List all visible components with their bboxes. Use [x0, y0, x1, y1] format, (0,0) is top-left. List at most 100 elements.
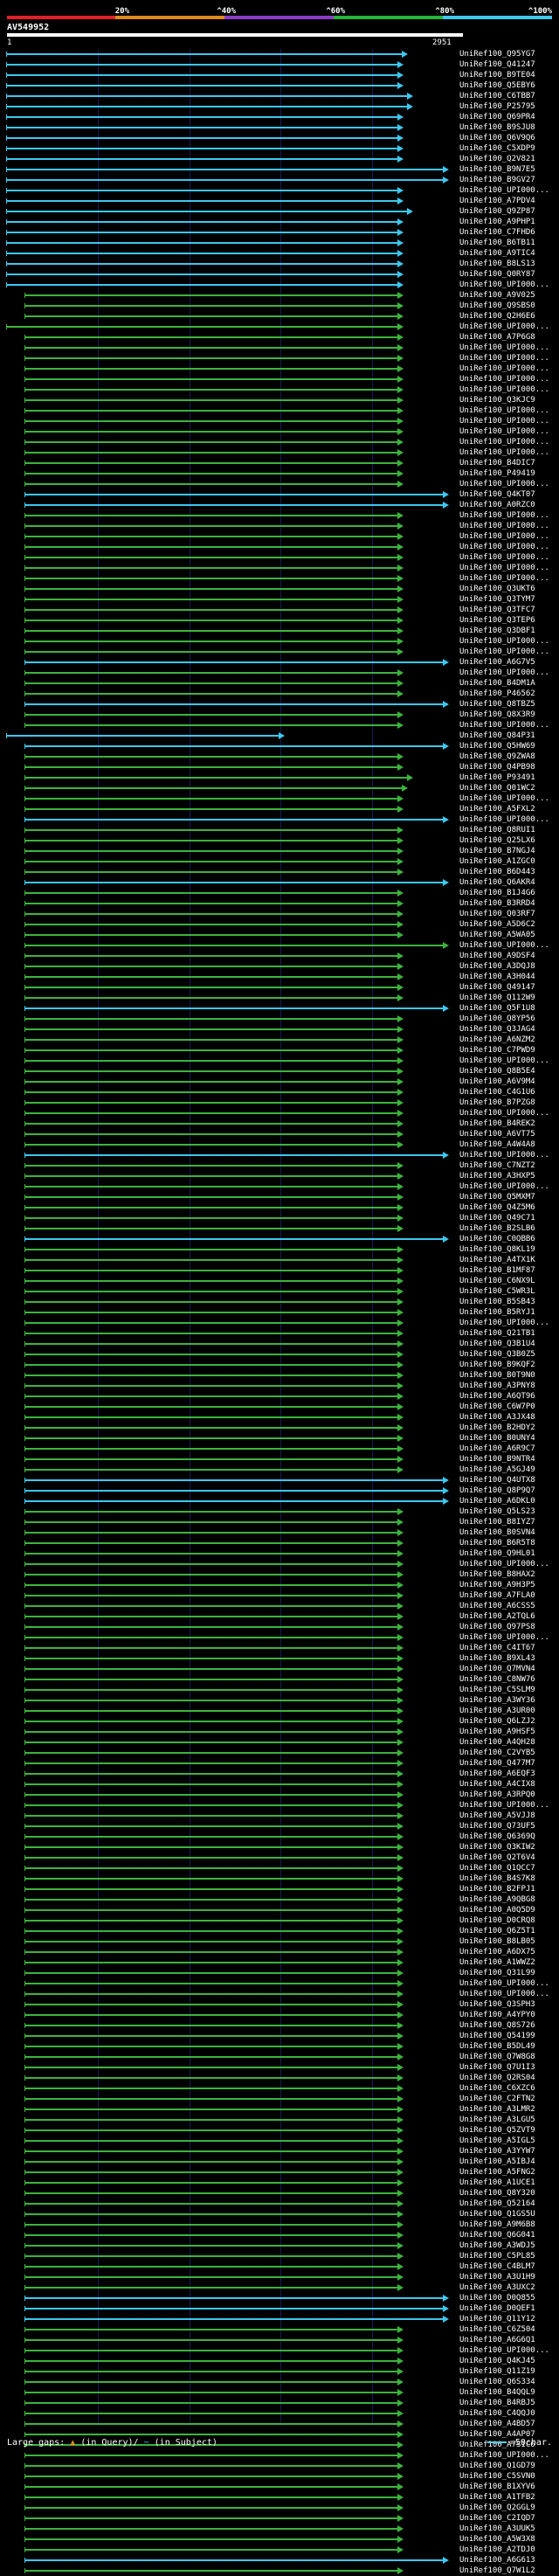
hit-label[interactable]: UniRef100_B1XYV6 — [459, 2483, 535, 2491]
hit-label[interactable]: UniRef100_UPI000... — [459, 186, 549, 195]
hit-row[interactable] — [24, 1475, 450, 1485]
hit-label[interactable]: UniRef100_A3RPQ0 — [459, 1790, 535, 1799]
hit-row[interactable] — [24, 2293, 450, 2303]
hit-label[interactable]: UniRef100_Q3DBF1 — [459, 627, 535, 635]
hit-row[interactable] — [24, 2524, 404, 2534]
hit-row[interactable] — [24, 1213, 404, 1223]
hit-label[interactable]: UniRef100_Q8KL19 — [459, 1245, 535, 1254]
hit-row[interactable] — [24, 1790, 404, 1800]
hit-row[interactable] — [24, 1559, 404, 1569]
hit-row[interactable] — [24, 1999, 404, 2010]
hit-row[interactable] — [24, 888, 404, 898]
hit-label[interactable]: UniRef100_UPI000... — [459, 427, 549, 436]
hit-label[interactable]: UniRef100_Q7W1L2 — [459, 2566, 535, 2575]
hit-label[interactable]: UniRef100_C8NW76 — [459, 1675, 535, 1684]
hit-row[interactable] — [24, 1496, 450, 1506]
hit-row[interactable] — [24, 689, 404, 699]
hit-row[interactable] — [24, 2450, 404, 2461]
hit-label[interactable]: UniRef100_A5IGL5 — [459, 2136, 535, 2145]
hit-row[interactable] — [24, 1265, 404, 1276]
hit-row[interactable] — [24, 1811, 404, 1821]
hit-label[interactable]: UniRef100_C2VYB5 — [459, 1748, 535, 1757]
hit-label[interactable]: UniRef100_C6Z504 — [459, 2325, 535, 2334]
hit-label[interactable]: UniRef100_B3RRD4 — [459, 899, 535, 908]
hit-label[interactable]: UniRef100_Q5LS23 — [459, 1507, 535, 1516]
hit-label[interactable]: UniRef100_UPI000... — [459, 522, 549, 530]
hit-row[interactable] — [24, 1601, 404, 1611]
hit-label[interactable]: UniRef100_UPI000... — [459, 354, 549, 363]
hit-row[interactable] — [6, 206, 413, 217]
hit-label[interactable]: UniRef100_C4IT67 — [459, 1644, 535, 1652]
hit-row[interactable] — [24, 1160, 404, 1171]
hit-row[interactable] — [24, 437, 404, 447]
hit-row[interactable] — [24, 1748, 404, 1758]
hit-label[interactable]: UniRef100_A6DX75 — [459, 1948, 535, 1956]
hit-label[interactable]: UniRef100_Q73UF5 — [459, 1822, 535, 1831]
hit-row[interactable] — [24, 2062, 404, 2073]
hit-row[interactable] — [24, 972, 404, 982]
hit-row[interactable] — [24, 468, 404, 479]
hit-label[interactable]: UniRef100_B6TB11 — [459, 239, 535, 247]
hit-row[interactable] — [24, 2471, 404, 2482]
hit-row[interactable] — [6, 227, 404, 238]
hit-label[interactable]: UniRef100_C5XDP9 — [459, 144, 535, 153]
hit-row[interactable] — [24, 1444, 404, 1454]
hit-label[interactable]: UniRef100_Q4Z5M6 — [459, 1203, 535, 1212]
hit-row[interactable] — [6, 238, 404, 248]
hit-row[interactable] — [24, 521, 404, 531]
hit-label[interactable]: UniRef100_Q49147 — [459, 983, 535, 992]
hit-row[interactable] — [24, 510, 404, 521]
hit-row[interactable] — [24, 374, 404, 384]
hit-row[interactable] — [24, 1307, 404, 1318]
hit-row[interactable] — [24, 1643, 404, 1653]
hit-row[interactable] — [24, 2366, 404, 2377]
hit-label[interactable]: UniRef100_B7NGJ4 — [459, 847, 535, 855]
hit-label[interactable]: UniRef100_A6G7V5 — [459, 658, 535, 667]
hit-label[interactable]: UniRef100_B9XL43 — [459, 1654, 535, 1663]
hit-row[interactable] — [24, 2261, 404, 2272]
hit-label[interactable]: UniRef100_B4DIC7 — [459, 459, 535, 467]
hit-row[interactable] — [24, 793, 404, 804]
hit-row[interactable] — [24, 1915, 404, 1926]
hit-row[interactable] — [24, 772, 413, 783]
hit-row[interactable] — [6, 217, 404, 227]
hit-label[interactable]: UniRef100_A3H044 — [459, 973, 535, 981]
hit-label[interactable]: UniRef100_Q6V9Q6 — [459, 134, 535, 142]
hit-row[interactable] — [24, 2083, 404, 2094]
hit-row[interactable] — [24, 1412, 404, 1423]
hit-row[interactable] — [24, 301, 404, 311]
hit-row[interactable] — [24, 343, 404, 353]
hit-label[interactable]: UniRef100_A5WA05 — [459, 931, 535, 939]
hit-row[interactable] — [24, 1852, 404, 1863]
hit-row[interactable] — [24, 856, 404, 867]
hit-label[interactable]: UniRef100_Q5MXM7 — [459, 1193, 535, 1201]
hit-label[interactable]: UniRef100_Q21TB1 — [459, 1329, 535, 1338]
hit-row[interactable] — [24, 489, 450, 500]
hit-label[interactable]: UniRef100_C7FHD6 — [459, 228, 535, 237]
hit-row[interactable] — [24, 2094, 404, 2104]
hit-label[interactable]: UniRef100_A5VJJ8 — [459, 1811, 535, 1820]
hit-row[interactable] — [24, 2251, 404, 2261]
hit-label[interactable]: UniRef100_C7NZT2 — [459, 1161, 535, 1170]
hit-row[interactable] — [24, 1758, 404, 1769]
hit-label[interactable]: UniRef100_Q8RUI1 — [459, 826, 535, 834]
hit-row[interactable] — [24, 1926, 404, 1936]
hit-label[interactable]: UniRef100_UPI000... — [459, 2346, 549, 2355]
hit-label[interactable]: UniRef100_Q6G041 — [459, 2231, 535, 2240]
hit-label[interactable]: UniRef100_A4TX1K — [459, 1256, 535, 1264]
hit-label[interactable]: UniRef100_C6XZC6 — [459, 2084, 535, 2093]
hit-label[interactable]: UniRef100_Q9ZWA8 — [459, 752, 535, 761]
hit-row[interactable] — [24, 1339, 404, 1349]
hit-label[interactable]: UniRef100_A5D6C2 — [459, 920, 535, 929]
hit-label[interactable]: UniRef100_Q52164 — [459, 2199, 535, 2208]
hit-label[interactable]: UniRef100_Q25LX6 — [459, 836, 535, 845]
hit-row[interactable] — [24, 804, 404, 814]
hit-row[interactable] — [24, 426, 404, 437]
hit-row[interactable] — [24, 1989, 404, 1999]
hit-label[interactable]: UniRef100_UPI000... — [459, 668, 549, 677]
hit-label[interactable]: UniRef100_Q7U1I3 — [459, 2063, 535, 2072]
hit-label[interactable]: UniRef100_B7PZG8 — [459, 1098, 535, 1107]
hit-row[interactable] — [24, 2199, 404, 2209]
hit-label[interactable]: UniRef100_C6NX9L — [459, 1277, 535, 1285]
hit-row[interactable] — [24, 2188, 404, 2199]
